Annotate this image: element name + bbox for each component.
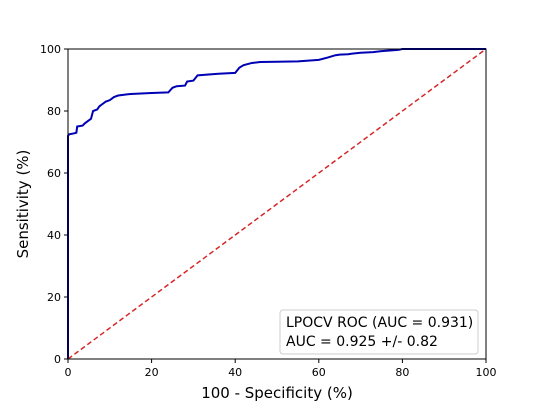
plot-frame	[67, 48, 487, 360]
y-tick-label: 40	[47, 229, 61, 242]
y-tick-label: 20	[47, 291, 61, 304]
x-tick-label: 40	[228, 366, 242, 379]
y-tick-label: 80	[47, 105, 61, 118]
x-tick-label: 100	[476, 366, 497, 379]
y-axis-label: Sensitivity (%)	[14, 150, 32, 259]
chance-diagonal-line	[67, 48, 487, 360]
x-axis-label: 100 - Specificity (%)	[201, 384, 353, 402]
legend-box	[279, 309, 479, 355]
x-tick-label: 20	[145, 366, 159, 379]
legend-line-roc: LPOCV ROC (AUC = 0.931)	[286, 315, 473, 331]
x-tick-label: 0	[65, 366, 72, 379]
y-tick-label: 0	[54, 353, 61, 366]
legend: LPOCV ROC (AUC = 0.931) AUC = 0.925 +/- …	[279, 309, 479, 355]
roc-curve-line	[67, 48, 486, 359]
x-tick-label: 60	[312, 366, 326, 379]
legend-line-auc: AUC = 0.925 +/- 0.82	[286, 334, 438, 350]
x-tick-label: 80	[395, 366, 409, 379]
y-tick-label: 60	[47, 167, 61, 180]
y-tick-label: 100	[40, 43, 61, 56]
